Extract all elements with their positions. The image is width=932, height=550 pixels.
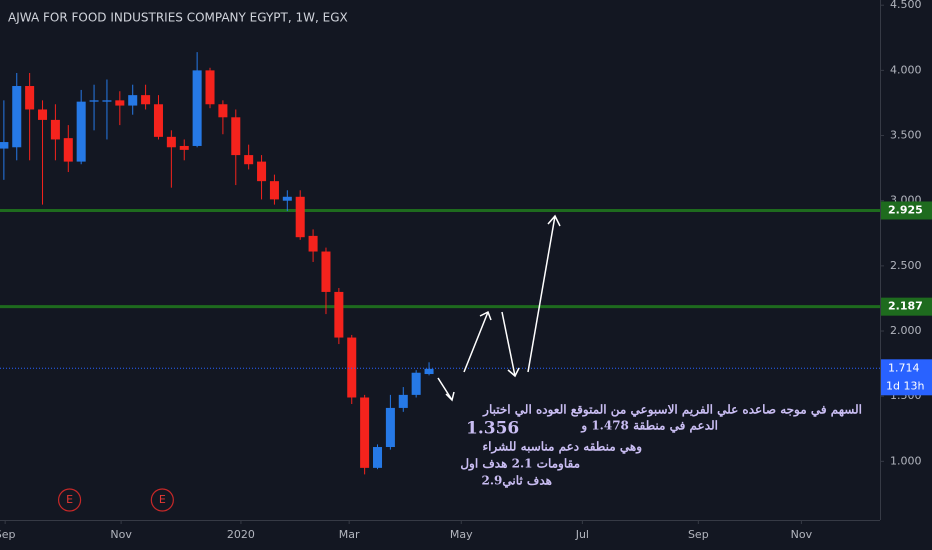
candle-body bbox=[50, 119, 60, 140]
x-tick-label: Sep bbox=[688, 528, 709, 541]
x-tick-label: Nov bbox=[791, 528, 813, 541]
candle-body bbox=[244, 155, 254, 165]
level-label-box bbox=[881, 201, 932, 220]
candle-body bbox=[424, 368, 434, 375]
candle-body bbox=[76, 101, 86, 162]
annotation: السهم في موجه صاعده علي الفريم الاسبوعي … bbox=[482, 403, 862, 418]
candle-body bbox=[398, 394, 408, 408]
level-label: 2.925 bbox=[888, 203, 923, 216]
candle-body bbox=[102, 100, 112, 102]
candle-body bbox=[334, 291, 344, 338]
arrow bbox=[463, 310, 492, 373]
annotation: وهي منطقه دعم مناسبه للشراء bbox=[483, 440, 643, 455]
candle-body bbox=[347, 337, 357, 398]
y-tick-label: 4.500 bbox=[890, 0, 922, 11]
x-tick-label: Nov bbox=[110, 528, 132, 541]
y-tick-label: 3.500 bbox=[890, 129, 922, 142]
candle-body bbox=[12, 86, 22, 148]
candle-body bbox=[25, 86, 35, 110]
y-tick-label: 2.000 bbox=[890, 324, 922, 337]
candle-body bbox=[179, 145, 189, 150]
x-tick-label: Mar bbox=[339, 528, 360, 541]
candle-body bbox=[231, 117, 241, 156]
x-tick-label: 2020 bbox=[227, 528, 255, 541]
event-marker bbox=[150, 488, 174, 512]
candle-body bbox=[166, 136, 176, 148]
annotation: الدعم في منطقة 1.478 و bbox=[580, 419, 718, 434]
arrow bbox=[501, 311, 520, 378]
candle-body bbox=[360, 397, 370, 468]
candle-body bbox=[269, 181, 279, 200]
candle-body bbox=[282, 196, 292, 201]
last-price-label: 1.714 bbox=[888, 361, 920, 374]
x-tick-label: Sep bbox=[0, 528, 16, 541]
candle-body bbox=[128, 95, 138, 106]
candle-body bbox=[89, 100, 99, 102]
candle-body bbox=[308, 235, 318, 252]
event-label: E bbox=[66, 493, 73, 506]
annotation: هدف ثاني2.9 bbox=[482, 474, 552, 489]
annotation: 1.356 bbox=[466, 419, 519, 439]
candle-body bbox=[385, 407, 395, 448]
y-tick-label: 4.000 bbox=[890, 63, 922, 76]
candle-body bbox=[373, 447, 383, 468]
level-label-box bbox=[881, 297, 932, 316]
arrow bbox=[527, 214, 561, 373]
countdown-label: 1d 13h bbox=[886, 379, 924, 392]
chart-title: AJWA FOR FOOD INDUSTRIES COMPANY EGYPT, … bbox=[8, 11, 348, 25]
level-label: 2.187 bbox=[888, 300, 923, 313]
candle-body bbox=[295, 196, 305, 238]
candle-body bbox=[63, 138, 73, 162]
annotation: مقاومات 2.1 هدف اول bbox=[460, 457, 580, 472]
candle-body bbox=[0, 142, 9, 149]
candle-body bbox=[38, 109, 48, 120]
last-price-box bbox=[881, 359, 932, 396]
candle-body bbox=[257, 161, 267, 182]
event-marker bbox=[57, 488, 82, 512]
x-tick-label: Jul bbox=[575, 528, 589, 541]
y-tick-label: 2.500 bbox=[890, 259, 922, 272]
candle-body bbox=[218, 104, 228, 118]
y-tick-label: 1.000 bbox=[890, 454, 922, 467]
candle-body bbox=[141, 95, 151, 105]
x-tick-label: May bbox=[450, 528, 473, 541]
event-label: E bbox=[159, 493, 166, 506]
candle-body bbox=[321, 251, 331, 292]
candle-body bbox=[411, 372, 421, 395]
candle-body bbox=[192, 70, 202, 146]
arrows bbox=[437, 214, 561, 402]
candle-body bbox=[205, 70, 215, 105]
arrow bbox=[437, 377, 455, 402]
candle-body bbox=[115, 100, 125, 106]
plot: E E السهم في موجه صاعده علي الفريم الاسبوع… bbox=[0, 52, 880, 512]
candle-body bbox=[153, 104, 163, 137]
